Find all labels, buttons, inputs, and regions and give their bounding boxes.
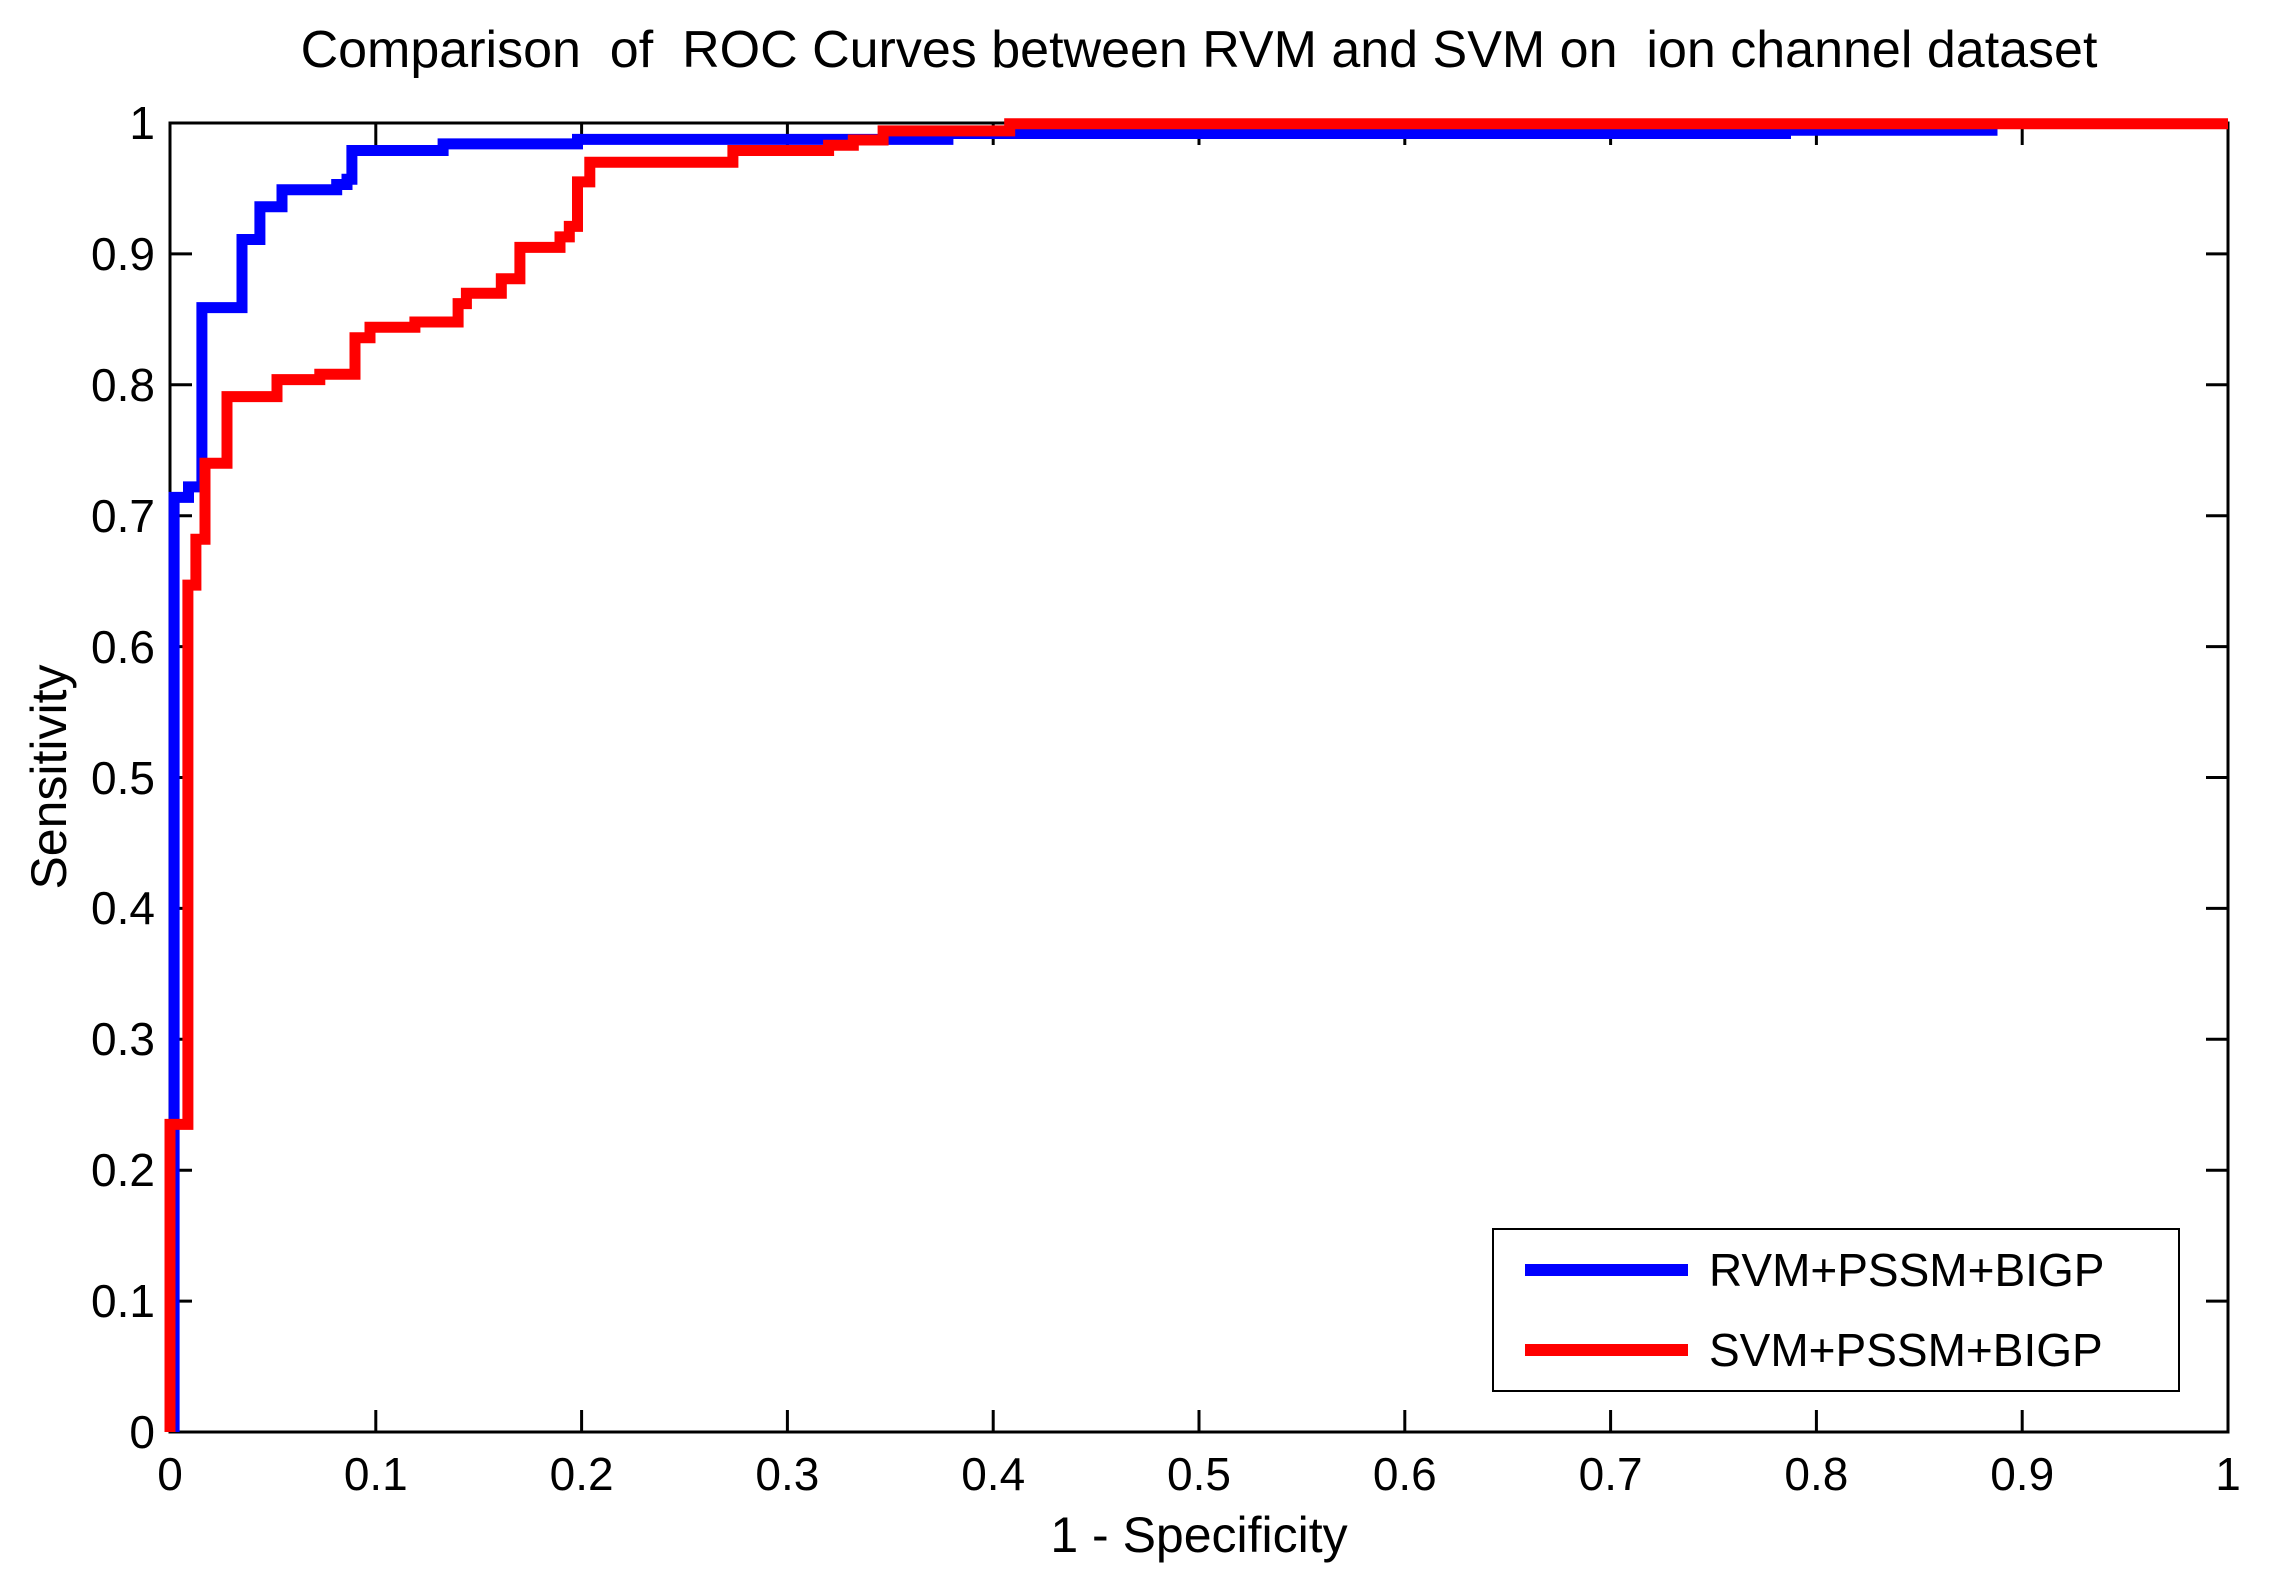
y-axis-label: Sensitivity [21, 664, 77, 890]
roc-curve-1 [164, 118, 2228, 1432]
x-tick-label: 1 [2215, 1448, 2241, 1500]
svm-line-sample-icon [1525, 1344, 1688, 1356]
y-tick-label: 0.8 [91, 358, 155, 411]
rvm-line-sample-icon [1525, 1264, 1688, 1276]
x-tick-label: 0.3 [755, 1448, 820, 1500]
legend-entry-rvm: RVM+PSSM+BIGP [1494, 1230, 2178, 1310]
y-tick-label: 0.5 [91, 751, 155, 804]
y-tick-label: 0 [129, 1406, 155, 1458]
y-tick-label: 0.9 [91, 227, 155, 280]
x-tick-label: 0.6 [1372, 1448, 1437, 1500]
x-tick-label: 0.7 [1578, 1448, 1643, 1500]
legend: RVM+PSSM+BIGP SVM+PSSM+BIGP [1492, 1228, 2180, 1392]
y-tick-label: 0.4 [91, 882, 155, 935]
legend-label-svm: SVM+PSSM+BIGP [1709, 1324, 2103, 1376]
x-tick-label: 0.1 [343, 1448, 408, 1500]
x-tick-label: 0 [157, 1448, 183, 1500]
x-tick-label: 0.4 [961, 1448, 1026, 1500]
chart-title: Comparison of ROC Curves between RVM and… [300, 21, 2098, 79]
legend-entry-svm: SVM+PSSM+BIGP [1494, 1310, 2178, 1390]
legend-label-rvm: RVM+PSSM+BIGP [1709, 1244, 2105, 1296]
y-tick-label: 0.7 [91, 489, 155, 542]
y-tick-label: 0.2 [91, 1144, 155, 1197]
x-tick-label: 0.8 [1784, 1448, 1849, 1500]
y-tick-label: 1 [129, 97, 155, 149]
x-tick-label: 0.5 [1167, 1448, 1231, 1500]
roc-curve-0 [168, 124, 1998, 1432]
y-tick-label: 0.1 [91, 1275, 155, 1328]
x-tick-label: 0.2 [549, 1448, 614, 1500]
y-tick-label: 0.6 [91, 620, 155, 673]
x-axis-label: 1 - Specificity [1050, 1507, 1348, 1563]
y-tick-label: 0.3 [91, 1013, 155, 1066]
x-tick-label: 0.9 [1990, 1448, 2055, 1500]
